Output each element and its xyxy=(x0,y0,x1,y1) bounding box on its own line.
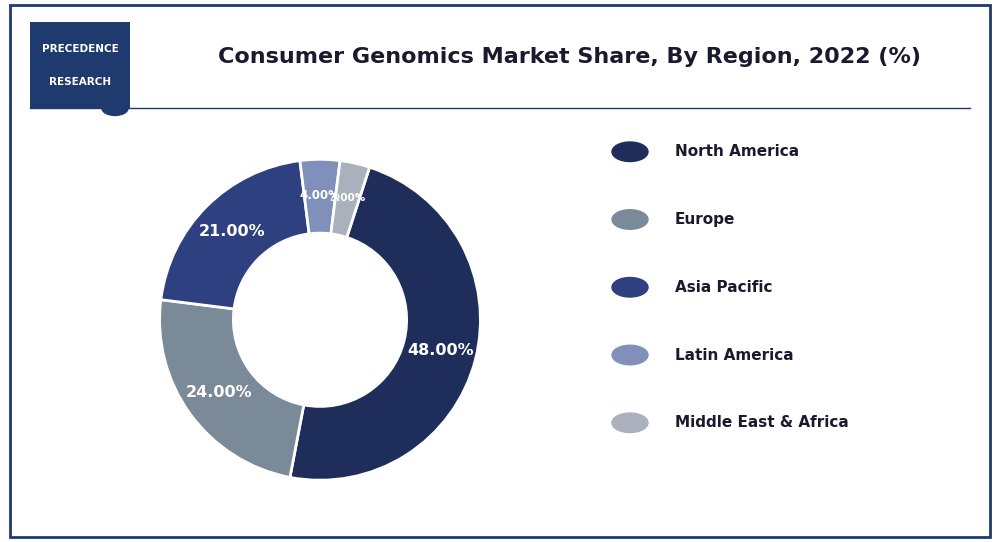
Wedge shape xyxy=(331,160,370,237)
Text: North America: North America xyxy=(675,144,799,159)
Text: 24.00%: 24.00% xyxy=(186,385,253,401)
Wedge shape xyxy=(161,160,309,309)
Text: Consumer Genomics Market Share, By Region, 2022 (%): Consumer Genomics Market Share, By Regio… xyxy=(218,47,922,67)
Text: Asia Pacific: Asia Pacific xyxy=(675,280,772,295)
Text: 4.00%: 4.00% xyxy=(300,189,340,202)
Wedge shape xyxy=(300,159,340,234)
Wedge shape xyxy=(290,167,480,480)
Text: Latin America: Latin America xyxy=(675,347,794,363)
FancyBboxPatch shape xyxy=(30,22,130,108)
Text: 21.00%: 21.00% xyxy=(199,224,265,240)
Text: 3.00%: 3.00% xyxy=(329,193,365,203)
Wedge shape xyxy=(160,300,304,478)
Text: RESEARCH: RESEARCH xyxy=(49,78,111,87)
Text: 48.00%: 48.00% xyxy=(407,343,474,358)
Text: Middle East & Africa: Middle East & Africa xyxy=(675,415,849,430)
Text: PRECEDENCE: PRECEDENCE xyxy=(42,44,118,54)
Text: Europe: Europe xyxy=(675,212,735,227)
